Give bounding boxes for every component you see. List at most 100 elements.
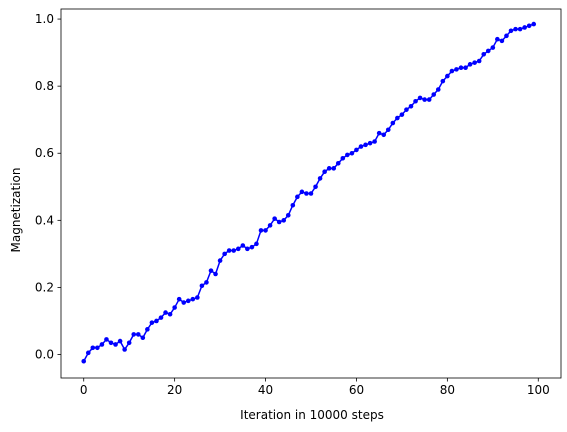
data-point <box>522 25 527 30</box>
data-point <box>258 228 264 233</box>
x-tick-label: 20 <box>167 383 182 397</box>
data-point <box>299 189 305 195</box>
data-point <box>272 216 277 221</box>
data-point <box>245 246 250 252</box>
data-point <box>90 345 96 351</box>
data-point <box>208 268 214 273</box>
x-tick-label: 0 <box>80 383 88 397</box>
data-point <box>499 38 505 44</box>
data-point <box>204 280 209 285</box>
data-point <box>276 219 282 225</box>
data-point <box>190 296 196 302</box>
data-point <box>263 228 268 233</box>
data-point <box>345 152 350 158</box>
data-point <box>85 350 91 356</box>
x-tick-label: 80 <box>440 383 455 397</box>
data-point <box>213 271 218 277</box>
y-tick-label: 0.6 <box>35 146 54 160</box>
data-point <box>485 48 491 54</box>
data-point <box>367 140 373 146</box>
data-point <box>308 191 314 196</box>
data-point <box>95 345 100 351</box>
data-point <box>440 78 446 84</box>
data-point <box>481 51 487 57</box>
y-tick-label: 0.4 <box>35 213 54 227</box>
data-point <box>163 310 168 315</box>
data-point <box>490 45 496 50</box>
data-point <box>422 97 427 102</box>
data-point <box>99 342 105 347</box>
data-point <box>290 202 296 208</box>
data-point <box>408 103 414 109</box>
data-point <box>517 26 523 32</box>
data-point <box>122 347 127 352</box>
data-point <box>235 246 241 252</box>
data-point <box>140 335 146 341</box>
y-tick-label: 0.2 <box>35 280 54 294</box>
data-point <box>399 112 405 117</box>
data-point <box>222 251 227 257</box>
y-tick-label: 0.0 <box>35 348 54 362</box>
data-point <box>363 142 368 148</box>
data-point <box>108 340 114 346</box>
data-point <box>513 26 518 32</box>
data-point <box>385 127 391 133</box>
y-axis-label: Magnetization <box>9 168 23 253</box>
data-point <box>167 311 173 317</box>
data-point <box>454 67 459 72</box>
data-point <box>217 258 223 263</box>
data-point <box>435 87 441 92</box>
data-point <box>126 340 132 346</box>
data-point <box>104 337 109 342</box>
data-point <box>267 223 273 228</box>
data-point <box>317 176 323 181</box>
data-point <box>349 150 355 156</box>
data-point <box>495 36 500 42</box>
data-point <box>199 283 205 289</box>
x-axis-label: Iteration in 10000 steps <box>240 408 384 422</box>
data-point <box>81 358 87 364</box>
data-point <box>145 327 150 332</box>
data-point <box>149 320 155 325</box>
data-point <box>508 28 514 34</box>
data-point <box>226 248 232 253</box>
data-point <box>404 107 409 112</box>
data-point <box>185 298 191 304</box>
data-point <box>231 248 237 253</box>
data-point <box>358 144 364 149</box>
data-point <box>526 23 532 29</box>
data-point <box>431 92 437 97</box>
y-tick-label: 0.8 <box>35 79 54 93</box>
axes: 0 20 40 60 80 100 0.0 0.2 0.4 0.6 0.8 1.0 <box>35 8 562 397</box>
data-point <box>254 241 259 247</box>
data-point <box>445 73 450 79</box>
data-point <box>113 342 118 347</box>
data-point <box>463 65 468 70</box>
data-point <box>381 132 387 138</box>
data-point <box>449 68 455 74</box>
plot-area <box>81 21 537 364</box>
data-point <box>426 97 432 102</box>
data-point <box>154 318 159 324</box>
x-tick-label: 100 <box>527 383 550 397</box>
data-point <box>472 60 477 65</box>
data-point <box>504 33 509 39</box>
data-point <box>467 62 473 67</box>
data-point <box>395 115 400 121</box>
data-point <box>322 169 327 174</box>
data-point <box>417 95 423 101</box>
series-line-0 <box>83 23 534 362</box>
data-point <box>131 332 137 337</box>
data-point <box>458 65 464 70</box>
data-point <box>340 155 346 161</box>
data-point <box>135 332 141 337</box>
data-point <box>172 305 177 310</box>
data-point <box>326 166 332 171</box>
axes-frame <box>60 8 562 379</box>
data-point <box>413 98 418 104</box>
data-point <box>335 161 341 166</box>
data-point <box>281 218 287 223</box>
x-tick-label: 40 <box>258 383 273 397</box>
data-point <box>372 139 377 144</box>
